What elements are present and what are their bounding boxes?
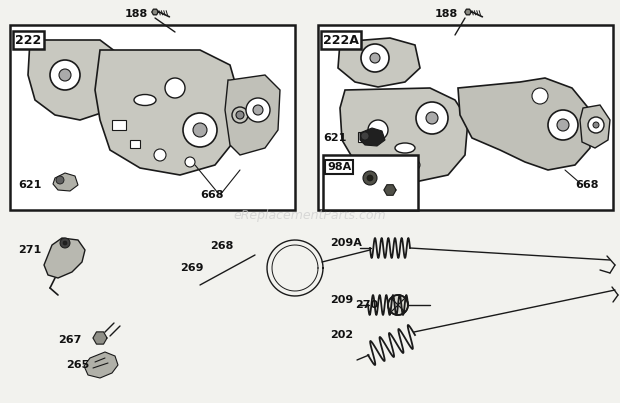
Circle shape xyxy=(548,110,578,140)
Circle shape xyxy=(232,107,248,123)
Polygon shape xyxy=(340,88,468,182)
Circle shape xyxy=(246,98,270,122)
Circle shape xyxy=(588,117,604,133)
Circle shape xyxy=(253,105,263,115)
Text: 621: 621 xyxy=(18,180,42,190)
Circle shape xyxy=(59,69,71,81)
Circle shape xyxy=(388,295,408,315)
Circle shape xyxy=(60,238,70,248)
Circle shape xyxy=(193,123,207,137)
Circle shape xyxy=(63,241,67,245)
Polygon shape xyxy=(44,238,85,278)
Bar xyxy=(323,155,418,210)
Ellipse shape xyxy=(134,94,156,106)
Polygon shape xyxy=(360,128,385,146)
Polygon shape xyxy=(28,40,125,120)
Circle shape xyxy=(183,113,217,147)
Text: 268: 268 xyxy=(210,241,233,251)
Text: 209A: 209A xyxy=(330,238,362,248)
Text: 222A: 222A xyxy=(323,33,359,46)
Bar xyxy=(130,140,140,148)
Polygon shape xyxy=(152,9,158,15)
Bar xyxy=(358,132,372,142)
Polygon shape xyxy=(465,9,471,15)
Polygon shape xyxy=(225,75,280,155)
Ellipse shape xyxy=(395,143,415,153)
Circle shape xyxy=(50,60,80,90)
Text: 621: 621 xyxy=(323,133,347,143)
Text: 270: 270 xyxy=(355,300,378,310)
Circle shape xyxy=(361,132,369,140)
Circle shape xyxy=(56,176,64,184)
Text: 202: 202 xyxy=(330,330,353,340)
Circle shape xyxy=(410,160,420,170)
Circle shape xyxy=(165,78,185,98)
Circle shape xyxy=(368,120,388,140)
Circle shape xyxy=(185,157,195,167)
Polygon shape xyxy=(338,38,420,87)
Text: 271: 271 xyxy=(18,245,42,255)
Polygon shape xyxy=(53,173,78,191)
Polygon shape xyxy=(580,105,610,148)
Circle shape xyxy=(363,171,377,185)
Polygon shape xyxy=(384,185,396,195)
Bar xyxy=(10,25,295,210)
Circle shape xyxy=(367,175,373,181)
Text: 209: 209 xyxy=(330,295,353,305)
Text: 188: 188 xyxy=(125,9,148,19)
Circle shape xyxy=(361,44,389,72)
Circle shape xyxy=(236,111,244,119)
Circle shape xyxy=(154,149,166,161)
Bar xyxy=(318,25,613,210)
Text: 98A: 98A xyxy=(327,162,352,172)
Circle shape xyxy=(593,122,599,128)
Text: 668: 668 xyxy=(575,180,598,190)
Circle shape xyxy=(370,53,380,63)
Bar xyxy=(112,120,126,130)
Text: 668: 668 xyxy=(200,190,223,200)
Circle shape xyxy=(557,119,569,131)
Circle shape xyxy=(416,102,448,134)
Text: 188: 188 xyxy=(435,9,458,19)
Circle shape xyxy=(532,88,548,104)
Text: 267: 267 xyxy=(58,335,81,345)
Polygon shape xyxy=(93,332,107,344)
Text: 222: 222 xyxy=(15,33,42,46)
Polygon shape xyxy=(95,50,240,175)
Bar xyxy=(378,155,388,163)
Polygon shape xyxy=(458,78,590,170)
Polygon shape xyxy=(84,352,118,378)
Circle shape xyxy=(426,112,438,124)
Text: 269: 269 xyxy=(180,263,203,273)
Text: 265: 265 xyxy=(66,360,89,370)
Text: eReplacementParts.com: eReplacementParts.com xyxy=(234,208,386,222)
